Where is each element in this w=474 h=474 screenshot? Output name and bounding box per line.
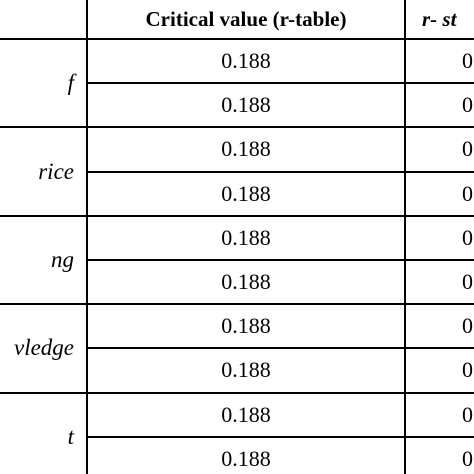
variable-cell: t (0, 391, 88, 474)
critical-cell: 0.188 (86, 126, 406, 173)
table-row: 0.188 0.1 (0, 82, 474, 129)
critical-cell: 0.188 (86, 391, 406, 438)
table-row: rice 0.188 0. (0, 126, 474, 217)
table-row: 0.188 0.7 (0, 170, 474, 217)
r-stat-cell: 0.1 (404, 303, 474, 350)
r-stat-cell: 0.7 (404, 170, 474, 217)
critical-cell: 0.188 (86, 170, 406, 217)
header-critical-value: Critical value (r-table) (86, 0, 406, 40)
variable-cell: ng (0, 214, 88, 306)
table-row: f 0.188 0.1 (0, 37, 474, 129)
header-r-statistic: r- st (404, 0, 474, 40)
critical-cell: 0.188 (86, 82, 406, 129)
table-row: ng 0.188 0.3 (0, 214, 474, 306)
r-stat-cell: 0.6 (404, 435, 474, 474)
r-stat-cell: 0.1 (404, 347, 474, 394)
critical-cell: 0.188 (86, 214, 406, 261)
table-row: 0.188 0.6 (0, 435, 474, 474)
variable-cell: vledge (0, 303, 88, 394)
r-stat-cell: 0.4 (404, 391, 474, 438)
table-row: t 0.188 0.4 (0, 391, 474, 474)
critical-cell: 0.188 (86, 258, 406, 306)
critical-cell: 0.188 (86, 37, 406, 85)
r-stat-cell: 0.1 (404, 82, 474, 129)
r-stat-cell: 0. (404, 126, 474, 173)
critical-cell: 0.188 (86, 435, 406, 474)
r-stat-cell: 0.1 (404, 37, 474, 85)
r-stat-cell: 0.3 (404, 258, 474, 306)
header-variable (0, 0, 88, 40)
table-row: vledge 0.188 0.1 (0, 303, 474, 394)
table-row: 0.188 0.1 (0, 347, 474, 394)
header-row: Critical value (r-table) r- st (0, 0, 474, 40)
r-stat-cell: 0.3 (404, 214, 474, 261)
variable-cell: rice (0, 126, 88, 217)
critical-cell: 0.188 (86, 347, 406, 394)
variable-cell: f (0, 37, 88, 129)
critical-cell: 0.188 (86, 303, 406, 350)
table-row: 0.188 0.3 (0, 258, 474, 306)
